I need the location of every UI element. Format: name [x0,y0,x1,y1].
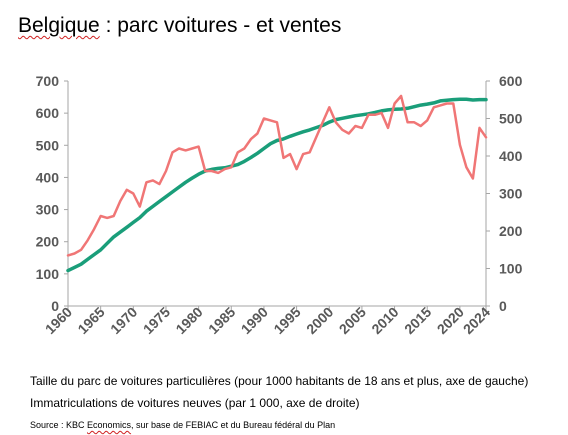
left-axis-tick-label: 300 [36,202,60,218]
new-registrations-line [66,94,488,257]
right-axis-tick-label: 0 [499,298,507,314]
left-axis-tick-label: 0 [51,298,59,314]
source-prefix: Source : KBC [30,420,88,430]
right-axis-tick-label: 300 [499,186,523,202]
x-axis-tick-label: 1960 [42,304,75,337]
left-axis-tick-label: 200 [36,234,60,250]
right-axis-tick-label: 100 [499,261,523,277]
x-axis-tick-label: 1995 [270,304,303,337]
source-word: Economics [87,420,132,430]
right-axis-tick-label: 500 [499,111,523,127]
legend-sales-description: Immatriculations de voitures neuves (par… [30,396,360,410]
line-chart: 0 100 200 300 400 500 600 700 0 100 200 300 400 500 60… [36,73,523,337]
title-rest: : parc voitures - et ventes [99,14,342,37]
x-axis-tick-label: 2005 [336,304,369,337]
x-axis-tick-label: 1985 [205,304,238,337]
x-axis-tick-label: 1990 [238,304,271,337]
source-note: Source : KBC Economics, sur base de FEBI… [30,420,335,430]
left-axis-tick-label: 600 [36,105,60,121]
x-axis-tick-label: 2015 [401,304,434,337]
x-axis-tick-label: 2000 [303,304,336,337]
x-axis-tick-label: 2024 [460,304,493,337]
x-axis-tick-label: 2020 [434,304,467,337]
x-axis-tick-label: 1975 [140,304,173,337]
left-axis-tick-label: 700 [36,73,60,89]
x-axis-tick-label: 1980 [172,304,205,337]
right-axis-tick-label: 400 [499,148,523,164]
legend-fleet-description: Taille du parc de voitures particulières… [30,374,529,388]
title-word-belgique: Belgique [18,14,100,37]
source-rest: , sur base de FEBIAC et du Bureau fédéra… [131,420,336,430]
right-axis-tick-label: 200 [499,223,523,239]
left-axis-tick-label: 100 [36,266,60,282]
fleet-size-line [66,97,488,273]
right-axis-tick-label: 600 [499,73,523,89]
x-axis-tick-label: 1965 [74,304,107,337]
chart-title: Belgique : parc voitures - et ventes [18,14,341,38]
left-axis-tick-label: 500 [36,137,60,153]
x-axis-tick-label: 1970 [107,304,140,337]
left-axis-tick-label: 400 [36,169,60,185]
x-axis-tick-label: 2010 [368,304,401,337]
